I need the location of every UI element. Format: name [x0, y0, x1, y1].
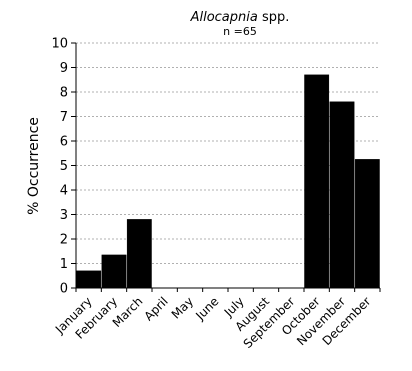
y-tick-label: 5 [60, 159, 68, 174]
y-tick-label: 8 [60, 86, 68, 101]
bar-december [355, 159, 379, 288]
bar-october [305, 75, 329, 288]
bar-november [330, 102, 354, 288]
y-tick-label: 3 [60, 208, 68, 223]
bar-february [102, 255, 126, 288]
bar-march [127, 219, 151, 288]
chart-title: Allocapnia spp. [190, 10, 290, 25]
y-tick-label: 10 [51, 37, 68, 52]
y-tick-label: 2 [60, 233, 68, 248]
bars [77, 75, 380, 288]
chart-title-italic: Allocapnia [190, 10, 258, 25]
y-tick-label: 1 [60, 257, 68, 272]
y-tick-label: 0 [60, 282, 68, 297]
y-tick-label: 6 [60, 135, 68, 150]
y-tick-labels: 0 1 2 3 4 5 6 7 8 9 10 [51, 37, 68, 297]
x-tick-label: April [141, 294, 170, 323]
y-tick-label: 7 [60, 110, 68, 125]
bar-january [77, 271, 101, 288]
chart-subtitle: n =65 [223, 25, 257, 38]
x-tick-label: May [169, 294, 196, 321]
y-axis-label: % Occurrence [26, 117, 42, 215]
y-tick-label: 9 [60, 61, 68, 76]
chart-title-rest: spp. [258, 10, 290, 25]
y-tick-label: 4 [60, 184, 68, 199]
x-tick-label: June [192, 294, 221, 323]
